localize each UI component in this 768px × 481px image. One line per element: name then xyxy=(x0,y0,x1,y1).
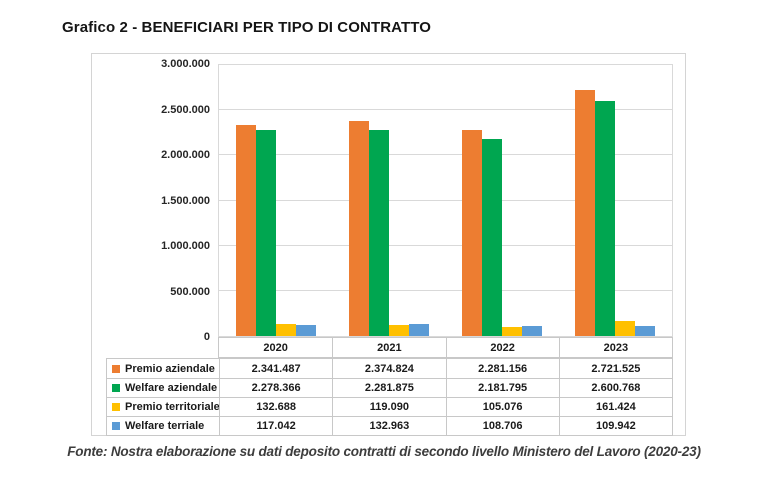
gridline xyxy=(219,244,672,246)
value-cell-welfare-aziendale-2023: 2.600.768 xyxy=(558,378,672,397)
legend-swatch-welfare-aziendale xyxy=(112,384,120,392)
plot-area xyxy=(218,64,673,337)
bar-premio-territoriale-2021 xyxy=(388,325,409,336)
chart-data-table: Premio aziendale 2.341.487 2.374.824 2.281.… xyxy=(106,358,673,436)
value-cell-premio-territoriale-2022: 105.076 xyxy=(445,397,559,416)
chart-container: 3.000.000 2.500.000 2.000.000 1.500.000 1.00… xyxy=(91,53,686,436)
value-cell-welfare-terriale-2022: 108.706 xyxy=(445,416,559,435)
legend-row-header-premio-aziendale: Premio aziendale xyxy=(107,359,219,378)
bar-premio-aziendale-2022 xyxy=(462,129,483,336)
legend-label: Premio aziendale xyxy=(125,362,215,375)
legend-row-header-welfare-terriale: Welfare terriale xyxy=(107,416,219,435)
x-axis-label-2020: 2020 xyxy=(263,341,288,354)
x-axis-label-2023: 2023 xyxy=(558,338,672,357)
value-cell-premio-aziendale-2021: 2.374.824 xyxy=(332,359,445,378)
bar-premio-aziendale-2020 xyxy=(235,124,256,336)
bar-group-2022 xyxy=(446,65,559,336)
bar-welfare-aziendale-2023 xyxy=(595,101,616,336)
gridline xyxy=(219,289,672,291)
value-cell-premio-aziendale-2023: 2.721.525 xyxy=(558,359,672,378)
bar-premio-territoriale-2022 xyxy=(502,326,523,336)
bar-welfare-terriale-2023 xyxy=(635,326,656,336)
gridline xyxy=(219,154,672,156)
value-cell-premio-aziendale-2022: 2.281.156 xyxy=(445,359,559,378)
legend-row-header-premio-territoriale: Premio territoriale xyxy=(107,397,219,416)
value-cell-welfare-aziendale-2021: 2.281.875 xyxy=(332,378,446,397)
legend-swatch-premio-territoriale xyxy=(112,403,120,411)
bar-welfare-terriale-2021 xyxy=(408,324,429,336)
gridline xyxy=(219,199,672,201)
bar-premio-aziendale-2023 xyxy=(575,90,596,336)
legend-label: Premio territoriale xyxy=(125,401,219,413)
y-axis: 3.000.000 2.500.000 2.000.000 1.500.000 1.00… xyxy=(92,58,210,343)
legend-label: Welfare terriale xyxy=(125,420,205,432)
value-cell-welfare-aziendale-2020: 2.278.366 xyxy=(219,378,333,397)
value-cell-welfare-terriale-2021: 132.963 xyxy=(332,416,446,435)
bar-group-2020 xyxy=(219,65,332,336)
legend-row-header-welfare-aziendale: Welfare aziendale xyxy=(107,378,219,397)
bar-welfare-aziendale-2021 xyxy=(368,129,389,336)
bar-welfare-aziendale-2020 xyxy=(255,130,276,336)
y-tick-label: 0 xyxy=(203,331,210,343)
value-cell-welfare-terriale-2023: 109.942 xyxy=(558,416,672,435)
y-tick-label: 2.500.000 xyxy=(161,103,210,116)
page-title: Grafico 2 - BENEFICIARI PER TIPO DI CONT… xyxy=(62,19,431,36)
bar-welfare-terriale-2022 xyxy=(522,326,543,336)
value-cell-premio-territoriale-2020: 132.688 xyxy=(219,397,333,416)
bar-group-2021 xyxy=(332,65,445,336)
legend-label: Welfare aziendale xyxy=(125,382,218,394)
bar-premio-territoriale-2020 xyxy=(275,324,296,336)
y-tick-label: 1.500.000 xyxy=(161,194,210,207)
bar-welfare-aziendale-2022 xyxy=(482,138,503,336)
y-tick-label: 500.000 xyxy=(170,285,210,298)
value-cell-premio-territoriale-2021: 119.090 xyxy=(332,397,446,416)
y-tick-label: 3.000.000 xyxy=(161,58,210,70)
x-axis-label-2021: 2021 xyxy=(332,338,445,357)
value-cell-welfare-aziendale-2022: 2.181.795 xyxy=(445,378,559,397)
value-cell-premio-territoriale-2023: 161.424 xyxy=(558,397,672,416)
x-axis-category-row: 2020 2021 2022 2023 xyxy=(218,337,673,358)
legend-swatch-premio-aziendale xyxy=(112,364,120,373)
bar-welfare-terriale-2020 xyxy=(295,325,316,336)
value-cell-premio-aziendale-2020: 2.341.487 xyxy=(219,359,332,378)
bar-premio-aziendale-2021 xyxy=(348,121,369,336)
bar-premio-territoriale-2023 xyxy=(615,321,636,336)
y-tick-label: 2.000.000 xyxy=(161,149,210,161)
gridline xyxy=(219,109,672,111)
bar-group-2023 xyxy=(559,65,672,336)
x-axis-label-2022: 2022 xyxy=(445,338,559,357)
y-tick-label: 1.000.000 xyxy=(161,240,210,252)
legend-swatch-welfare-terriale xyxy=(112,422,120,430)
source-note: Fonte: Nostra elaborazione su dati depos… xyxy=(67,444,701,459)
value-cell-welfare-terriale-2020: 117.042 xyxy=(219,416,333,435)
